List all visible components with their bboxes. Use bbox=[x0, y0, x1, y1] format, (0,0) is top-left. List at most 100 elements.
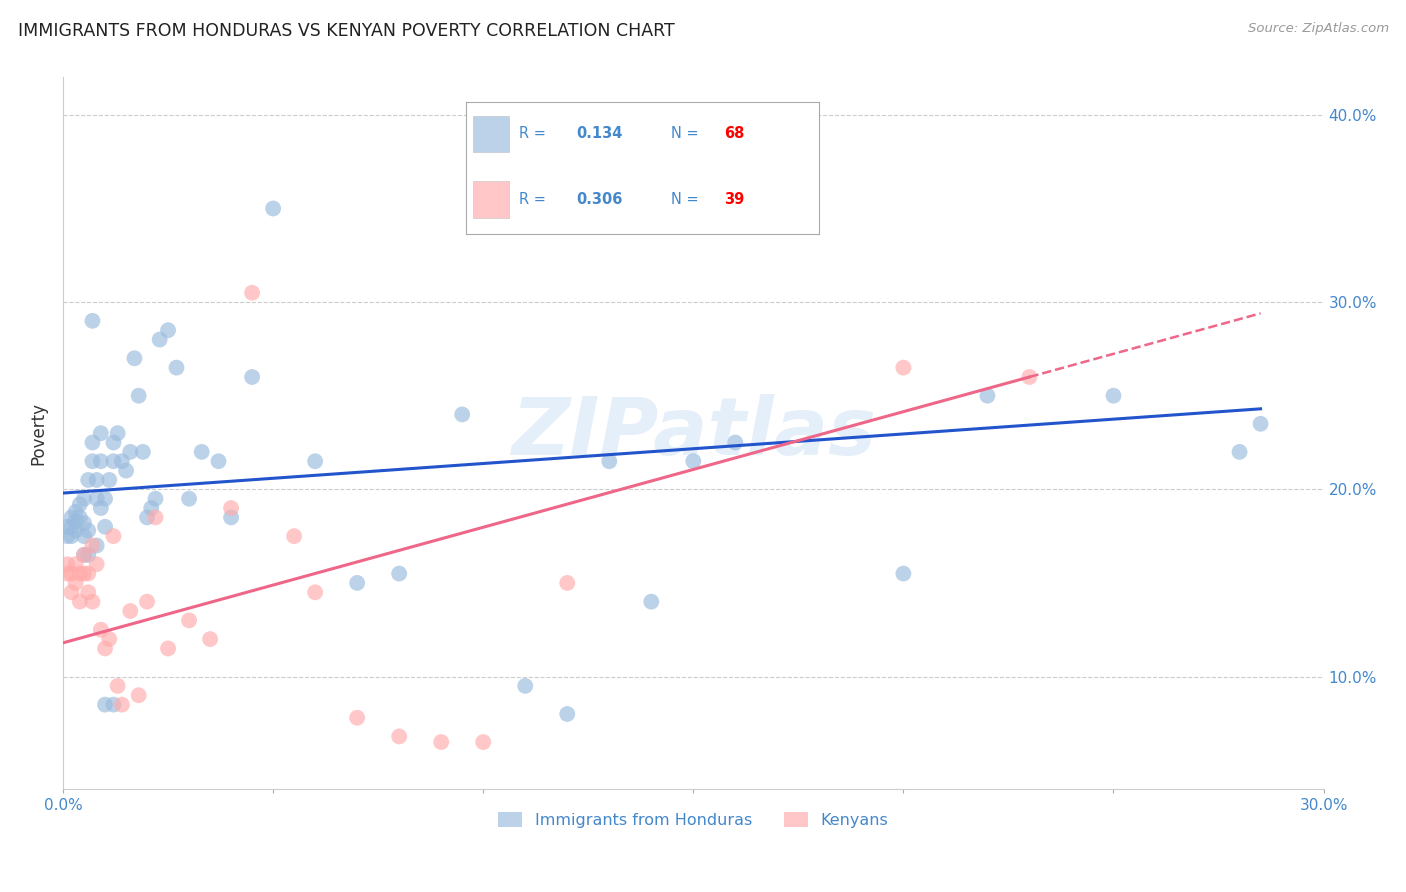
Point bbox=[177, 491, 200, 506]
Point bbox=[60, 510, 83, 524]
Point bbox=[82, 435, 104, 450]
Point bbox=[136, 594, 159, 608]
Point bbox=[128, 688, 150, 702]
Point bbox=[73, 566, 96, 581]
Point bbox=[682, 454, 704, 468]
Point bbox=[82, 454, 104, 468]
Point bbox=[69, 566, 91, 581]
Point bbox=[128, 389, 150, 403]
Point bbox=[56, 566, 79, 581]
Point bbox=[124, 351, 146, 366]
Point bbox=[90, 454, 112, 468]
Point bbox=[77, 585, 100, 599]
Point bbox=[240, 370, 263, 384]
Point bbox=[555, 576, 578, 591]
Point bbox=[976, 389, 998, 403]
Point bbox=[430, 735, 453, 749]
Point bbox=[82, 314, 104, 328]
Point bbox=[240, 285, 263, 300]
Point bbox=[893, 360, 915, 375]
Point bbox=[65, 514, 87, 528]
Point bbox=[132, 445, 155, 459]
Point bbox=[65, 576, 87, 591]
Text: IMMIGRANTS FROM HONDURAS VS KENYAN POVERTY CORRELATION CHART: IMMIGRANTS FROM HONDURAS VS KENYAN POVER… bbox=[18, 22, 675, 40]
Point bbox=[120, 445, 142, 459]
Point bbox=[149, 333, 172, 347]
Point bbox=[69, 497, 91, 511]
Point bbox=[111, 698, 134, 712]
Point bbox=[166, 360, 188, 375]
Point bbox=[60, 566, 83, 581]
Point bbox=[145, 491, 167, 506]
Point bbox=[346, 576, 368, 591]
Point bbox=[65, 558, 87, 572]
Point bbox=[65, 505, 87, 519]
Point bbox=[157, 641, 180, 656]
Point bbox=[893, 566, 915, 581]
Point bbox=[56, 558, 79, 572]
Point bbox=[111, 454, 134, 468]
Point bbox=[56, 529, 79, 543]
Point bbox=[86, 491, 108, 506]
Point bbox=[98, 632, 121, 646]
Point bbox=[120, 604, 142, 618]
Point bbox=[388, 730, 411, 744]
Point bbox=[198, 632, 221, 646]
Point bbox=[103, 454, 125, 468]
Point bbox=[283, 529, 305, 543]
Point bbox=[304, 585, 326, 599]
Point bbox=[94, 698, 117, 712]
Point bbox=[94, 641, 117, 656]
Point bbox=[82, 539, 104, 553]
Point bbox=[219, 501, 242, 516]
Point bbox=[1018, 370, 1040, 384]
Point bbox=[787, 164, 810, 178]
Point bbox=[77, 524, 100, 538]
Point bbox=[98, 473, 121, 487]
Point bbox=[555, 706, 578, 721]
Point bbox=[90, 623, 112, 637]
Point bbox=[177, 613, 200, 627]
Point bbox=[73, 491, 96, 506]
Point bbox=[73, 516, 96, 530]
Point bbox=[1102, 389, 1125, 403]
Point bbox=[60, 520, 83, 534]
Point bbox=[90, 501, 112, 516]
Point bbox=[157, 323, 180, 337]
Point bbox=[515, 679, 537, 693]
Point bbox=[598, 454, 620, 468]
Point bbox=[60, 529, 83, 543]
Point bbox=[262, 202, 284, 216]
Point bbox=[103, 529, 125, 543]
Point bbox=[207, 454, 229, 468]
Point bbox=[94, 520, 117, 534]
Legend: Immigrants from Honduras, Kenyans: Immigrants from Honduras, Kenyans bbox=[492, 805, 894, 834]
Point bbox=[69, 510, 91, 524]
Point bbox=[219, 510, 242, 524]
Point bbox=[346, 711, 368, 725]
Point bbox=[1250, 417, 1272, 431]
Point bbox=[86, 473, 108, 487]
Point bbox=[190, 445, 212, 459]
Y-axis label: Poverty: Poverty bbox=[30, 401, 46, 465]
Point bbox=[77, 473, 100, 487]
Point bbox=[640, 594, 662, 608]
Point bbox=[107, 679, 129, 693]
Point bbox=[1229, 445, 1251, 459]
Point bbox=[65, 524, 87, 538]
Point bbox=[73, 548, 96, 562]
Point bbox=[388, 566, 411, 581]
Point bbox=[60, 585, 83, 599]
Point bbox=[73, 548, 96, 562]
Point bbox=[90, 426, 112, 441]
Point bbox=[86, 539, 108, 553]
Point bbox=[94, 491, 117, 506]
Point bbox=[136, 510, 159, 524]
Point bbox=[145, 510, 167, 524]
Text: Source: ZipAtlas.com: Source: ZipAtlas.com bbox=[1249, 22, 1389, 36]
Point bbox=[77, 566, 100, 581]
Point bbox=[56, 520, 79, 534]
Point bbox=[724, 435, 747, 450]
Point bbox=[77, 548, 100, 562]
Point bbox=[451, 408, 474, 422]
